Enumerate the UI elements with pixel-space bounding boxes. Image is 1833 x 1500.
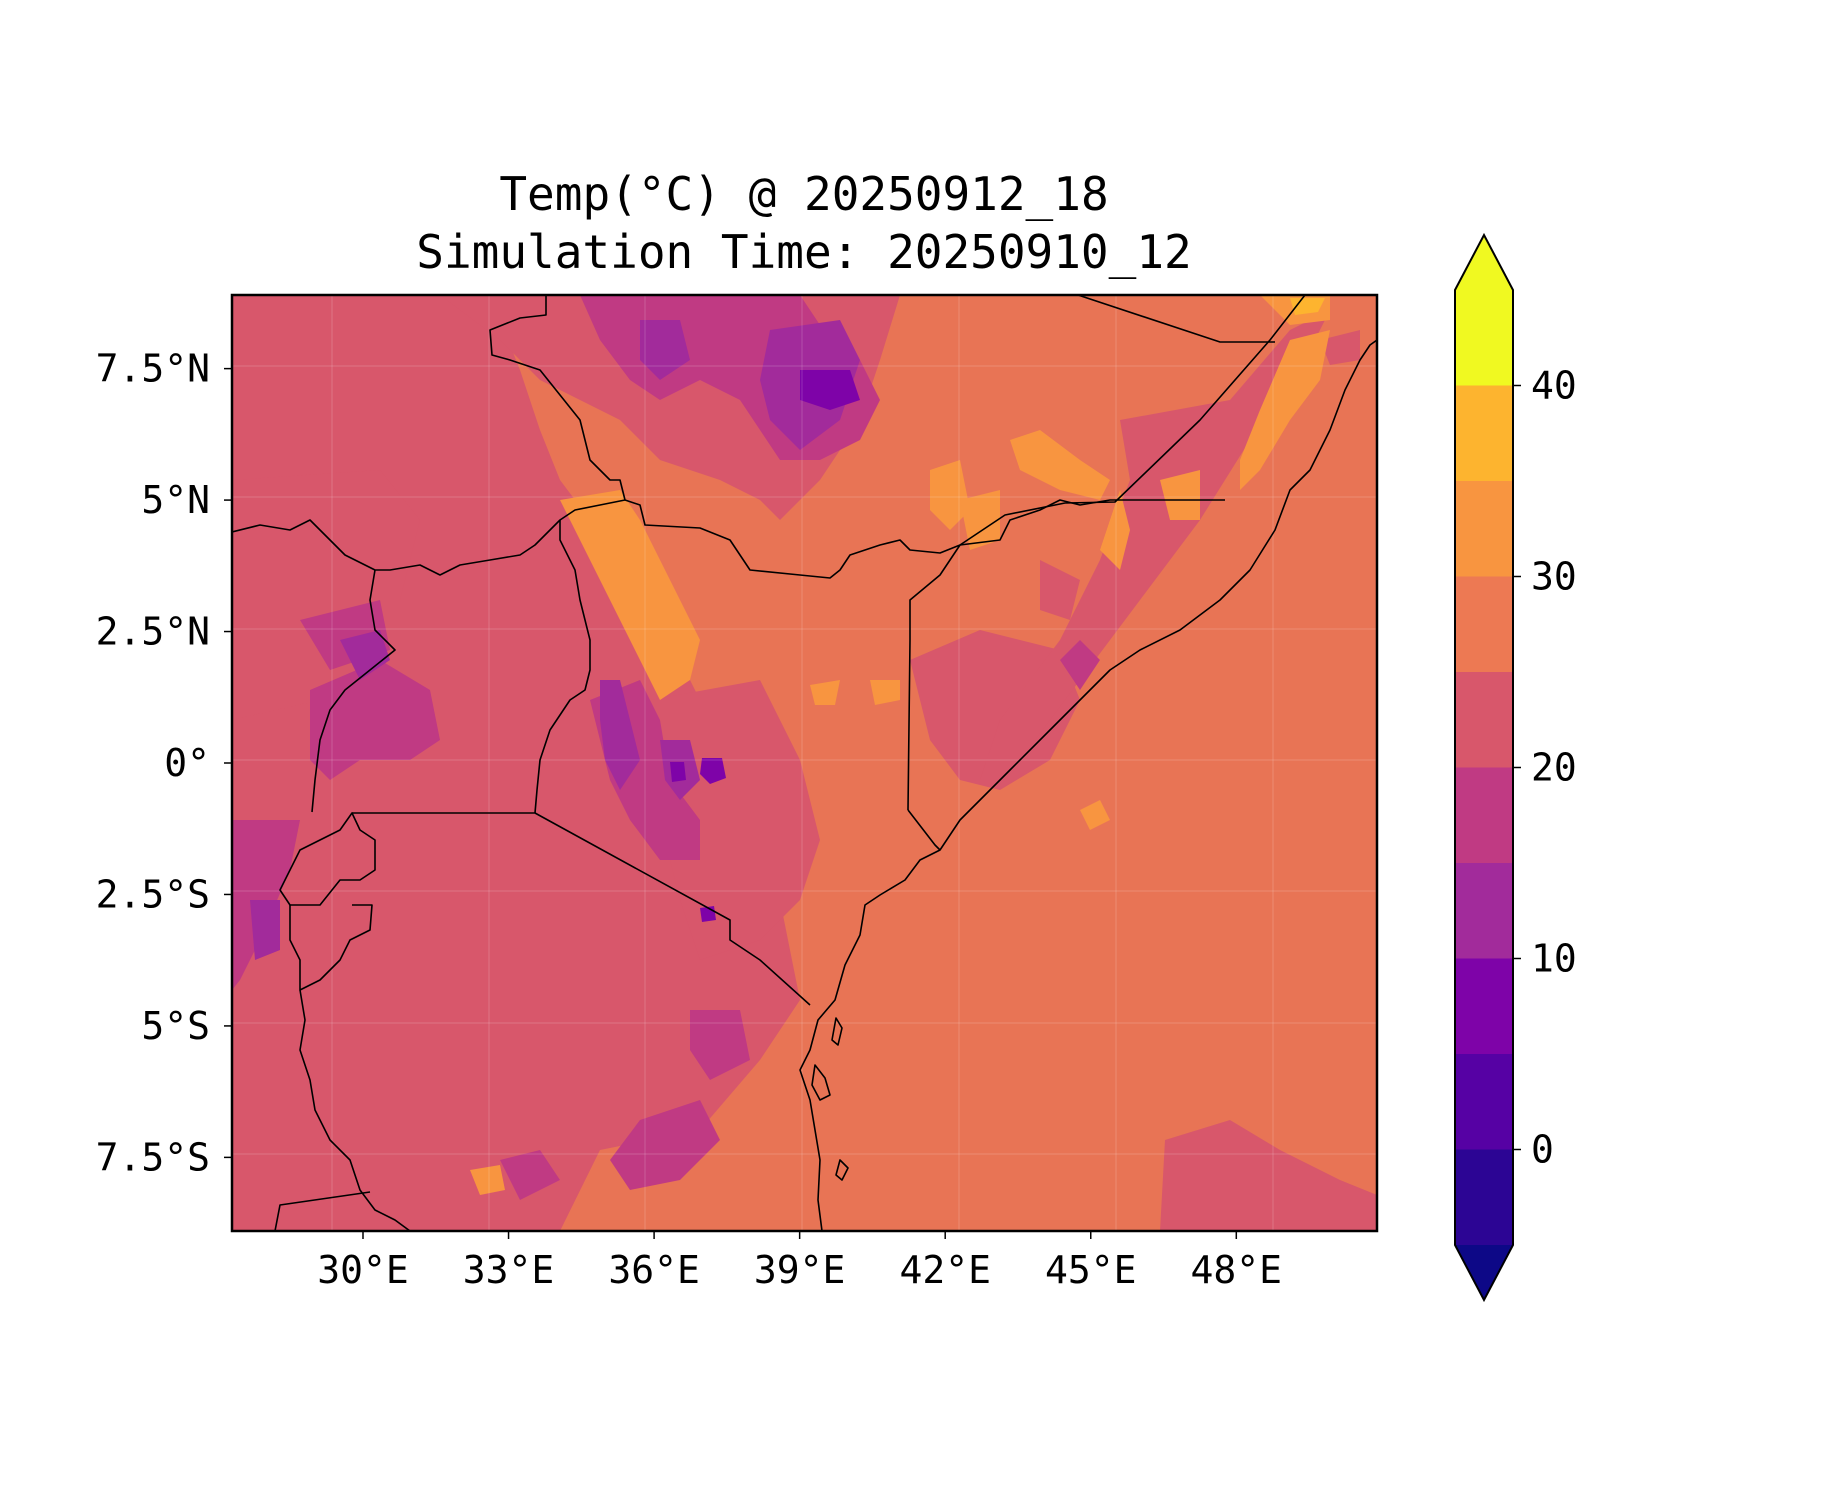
lon-tick-label: 36°E: [608, 1248, 700, 1292]
colorbar: 40 30 20 10 0: [1454, 232, 1577, 1303]
lat-tick-label: 7.5°S: [96, 1135, 210, 1179]
border-rwanda: [279, 812, 376, 906]
colorbar-segment: [1455, 672, 1513, 768]
temperature-field: [232, 295, 1377, 1231]
coastline: [799, 339, 1377, 1231]
colorbar-outline: [1454, 232, 1514, 1303]
island-pemba: [831, 1017, 843, 1046]
lon-tick-label: 33°E: [463, 1248, 555, 1292]
chart-title: Temp(°C) @ 20250912_18: [499, 167, 1108, 221]
colorbar-segment: [1455, 958, 1513, 1054]
colorbar-segment: [1455, 767, 1513, 863]
lon-tick-label: 30°E: [317, 1248, 409, 1292]
lat-tick-label: 2.5°N: [96, 610, 210, 654]
colorbar-extend-min: [1455, 1245, 1513, 1300]
colorbar-tick-label: 40: [1531, 364, 1577, 408]
lat-tick-label: 5°N: [141, 478, 210, 522]
map-panel: [230, 293, 1379, 1233]
colorbar-segments: [1454, 232, 1514, 1303]
longitude-axis: 30°E 33°E 36°E 39°E 42°E 45°E 48°E: [317, 1231, 1282, 1292]
country-borders: [232, 295, 1377, 1231]
border-kenya-somalia: [907, 544, 961, 811]
colorbar-segment: [1455, 1054, 1513, 1150]
chart-subtitle: Simulation Time: 20250910_12: [416, 225, 1191, 279]
colorbar-tick-label: 0: [1531, 1128, 1554, 1172]
lon-tick-label: 48°E: [1191, 1248, 1283, 1292]
border-sudan-ethiopia: [489, 295, 626, 501]
colorbar-segment: [1455, 385, 1513, 481]
lon-tick-label: 39°E: [754, 1248, 846, 1292]
border-tanzania-west: [299, 989, 411, 1231]
border-zambia: [274, 1191, 371, 1231]
border-somaliland: [1077, 295, 1275, 343]
border-tanzania-north: [352, 812, 811, 1006]
colorbar-segment: [1455, 863, 1513, 959]
border-burundi: [289, 904, 373, 991]
colorbar-tick-label: 30: [1531, 555, 1577, 599]
colorbar-segment: [1455, 481, 1513, 577]
colorbar-tick-label: 20: [1531, 746, 1577, 790]
island-zanzibar: [811, 1064, 831, 1101]
colorbar-segment: [1455, 576, 1513, 672]
border-ethiopia-somalia: [959, 295, 1306, 546]
lat-tick-label: 0°: [164, 741, 210, 785]
map-gridlines: [232, 295, 1377, 1231]
lat-tick-label: 5°S: [141, 1004, 210, 1048]
field-level-30-35: [470, 295, 1330, 1195]
colorbar-segment: [1455, 290, 1513, 386]
field-level-5-10: [670, 370, 860, 922]
colorbar-segment: [1455, 1149, 1513, 1245]
colorbar-ticks: 40 30 20 10 0: [1513, 364, 1577, 1172]
lat-tick-label: 7.5°N: [96, 347, 210, 391]
island-mafia: [835, 1159, 849, 1181]
lon-tick-label: 42°E: [899, 1248, 991, 1292]
colorbar-tick-label: 10: [1531, 937, 1577, 981]
border-kenya-ethiopia: [624, 499, 1225, 579]
border-uganda-drc: [311, 569, 396, 813]
latitude-axis: 7.5°N 5°N 2.5°N 0° 2.5°S 5°S 7.5°S: [96, 347, 232, 1179]
border-kenya-somalia-south: [907, 809, 941, 851]
lon-tick-label: 45°E: [1045, 1248, 1137, 1292]
border-uganda-kenya: [534, 520, 591, 814]
lat-tick-label: 2.5°S: [96, 872, 210, 916]
colorbar-extend-max: [1455, 235, 1513, 290]
